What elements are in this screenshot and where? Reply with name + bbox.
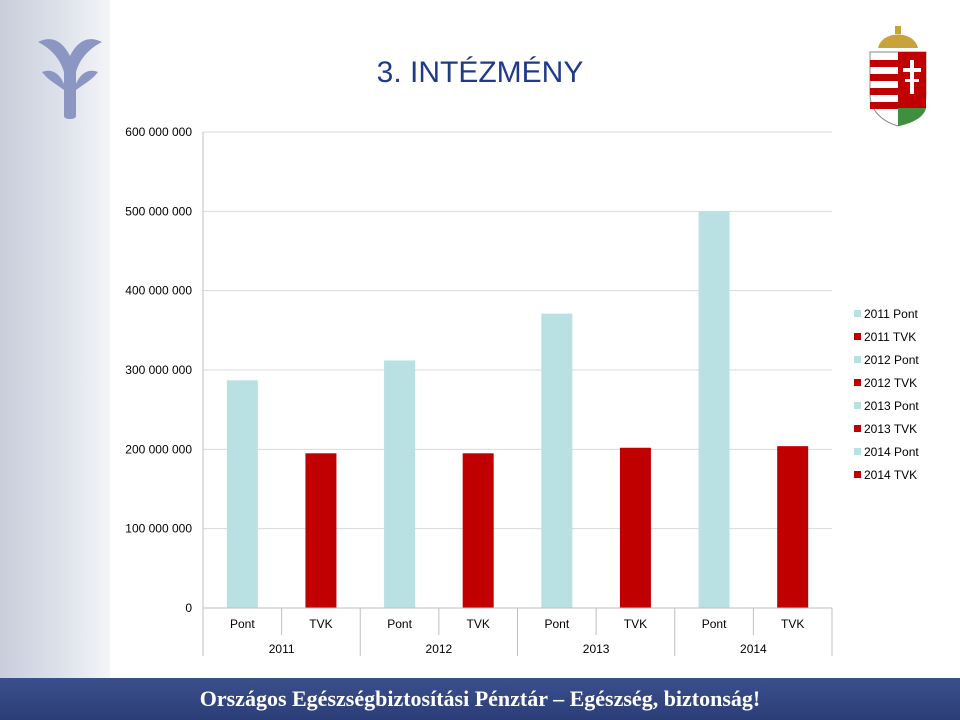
x-category-label: Pont bbox=[387, 617, 412, 631]
x-category-label: TVK bbox=[309, 617, 332, 631]
y-tick-label: 0 bbox=[185, 601, 192, 615]
bar-2012-tvk bbox=[462, 453, 494, 608]
y-tick-label: 600 000 000 bbox=[125, 125, 192, 139]
y-tick-label: 300 000 000 bbox=[125, 363, 192, 377]
legend-label: 2013 Pont bbox=[864, 398, 919, 413]
bar-2014-tvk bbox=[777, 446, 809, 608]
x-group-label: 2012 bbox=[426, 642, 453, 656]
legend-label: 2012 Pont bbox=[864, 352, 919, 367]
legend-label: 2014 TVK bbox=[864, 467, 918, 482]
legend-swatch bbox=[854, 379, 861, 386]
legend-label: 2012 TVK bbox=[864, 375, 918, 390]
bar-2014-pont bbox=[698, 211, 730, 609]
legend-label: 2013 TVK bbox=[864, 421, 918, 436]
legend-label: 2011 TVK bbox=[864, 329, 917, 344]
y-tick-label: 100 000 000 bbox=[125, 522, 192, 536]
legend-label: 2011 Pont bbox=[864, 306, 918, 321]
legend-swatch bbox=[854, 448, 861, 455]
left-decorative-strip bbox=[0, 0, 110, 678]
legend-item: 2012 Pont bbox=[854, 348, 919, 371]
legend-item: 2011 Pont bbox=[854, 302, 919, 325]
x-category-label: TVK bbox=[624, 617, 647, 631]
slide-title: 3. INTÉZMÉNY bbox=[376, 56, 584, 89]
legend-label: 2014 Pont bbox=[864, 444, 919, 459]
legend-swatch bbox=[854, 356, 861, 363]
bar-2013-tvk bbox=[619, 447, 651, 608]
legend-item: 2014 TVK bbox=[854, 463, 919, 486]
bar-2011-tvk bbox=[305, 453, 337, 608]
footer-banner: Országos Egészségbiztosítási Pénztár – E… bbox=[0, 678, 960, 720]
x-group-label: 2013 bbox=[583, 642, 610, 656]
x-category-label: TVK bbox=[781, 617, 804, 631]
x-category-label: TVK bbox=[467, 617, 490, 631]
bar-2011-pont bbox=[226, 380, 258, 608]
x-group-label: 2014 bbox=[740, 642, 767, 656]
legend-item: 2013 TVK bbox=[854, 417, 919, 440]
legend-swatch bbox=[854, 310, 861, 317]
legend-swatch bbox=[854, 471, 861, 478]
y-tick-label: 500 000 000 bbox=[125, 204, 192, 218]
bar-2013-pont bbox=[541, 313, 573, 608]
x-category-label: Pont bbox=[544, 617, 569, 631]
y-tick-label: 200 000 000 bbox=[125, 442, 192, 456]
bar-chart: 0 100 000 000 200 000 000 300 000 000 400 00… bbox=[125, 125, 833, 656]
legend-swatch bbox=[854, 333, 861, 340]
legend-swatch bbox=[854, 402, 861, 409]
x-category-label: Pont bbox=[702, 617, 727, 631]
x-group-label: 2011 bbox=[269, 642, 295, 656]
oep-logo-icon bbox=[38, 39, 102, 119]
hungarian-coat-of-arms-icon bbox=[869, 26, 927, 127]
legend-item: 2012 TVK bbox=[854, 371, 919, 394]
x-category-label: Pont bbox=[230, 617, 255, 631]
y-tick-label: 400 000 000 bbox=[125, 284, 192, 298]
footer-text: Országos Egészségbiztosítási Pénztár – E… bbox=[199, 686, 761, 711]
legend-swatch bbox=[854, 425, 861, 432]
bar-2012-pont bbox=[384, 360, 416, 608]
legend-item: 2014 Pont bbox=[854, 440, 919, 463]
chart-legend: 2011 Pont 2011 TVK 2012 Pont 2012 TVK 2013 P… bbox=[854, 302, 919, 486]
legend-item: 2013 Pont bbox=[854, 394, 919, 417]
legend-item: 2011 TVK bbox=[854, 325, 919, 348]
